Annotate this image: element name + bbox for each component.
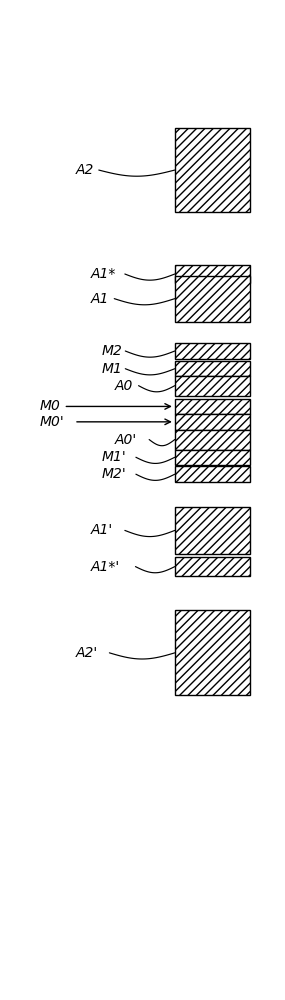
Bar [175, 265, 250, 283]
Bar [175, 466, 250, 482]
Text: A0': A0' [115, 433, 137, 447]
Text: A1: A1 [91, 292, 109, 306]
Text: A2': A2' [75, 646, 98, 660]
Text: A1': A1' [91, 523, 113, 537]
Text: M1': M1' [102, 450, 127, 464]
Bar [175, 507, 250, 554]
Text: M2': M2' [102, 467, 127, 481]
Bar [175, 557, 250, 576]
Bar [175, 276, 250, 322]
Text: A1*': A1*' [91, 560, 120, 574]
Bar [175, 399, 250, 414]
Bar [175, 128, 250, 212]
Text: M2: M2 [102, 344, 123, 358]
Text: M0: M0 [40, 399, 61, 413]
Text: A2: A2 [75, 163, 94, 177]
Bar [175, 610, 250, 695]
Bar [175, 361, 250, 376]
Text: M1: M1 [102, 362, 123, 376]
Bar [175, 376, 250, 396]
Text: M0': M0' [40, 415, 65, 429]
Text: A1*: A1* [91, 267, 116, 281]
Bar [175, 430, 250, 450]
Text: A0: A0 [115, 379, 133, 393]
Bar [175, 343, 250, 359]
Bar [175, 450, 250, 465]
Bar [175, 414, 250, 430]
